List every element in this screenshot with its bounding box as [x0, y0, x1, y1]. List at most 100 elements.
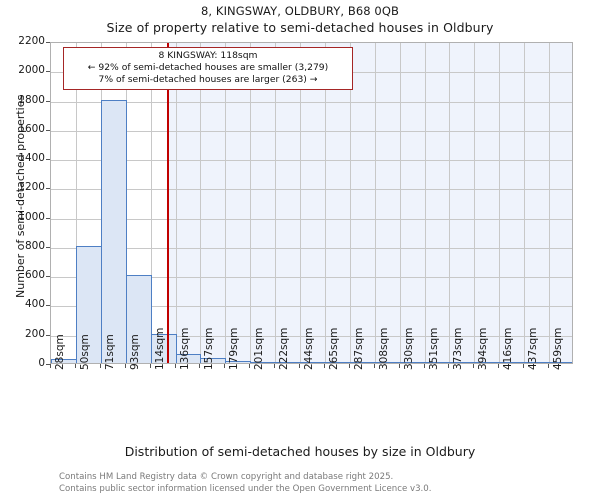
page-title: 8, KINGSWAY, OLDBURY, B68 0QB — [201, 4, 399, 18]
x-axis-tick-label: 244sqm — [303, 327, 316, 370]
gridline — [400, 43, 401, 363]
annotation-line-3: 7% of semi-detached houses are larger (2… — [98, 73, 318, 85]
y-axis-tick-label: 0 — [38, 357, 45, 369]
histogram-bar — [126, 275, 152, 363]
gridline — [51, 130, 572, 132]
annotation-line-1: 8 KINGSWAY: 118sqm — [158, 50, 258, 61]
y-axis-tick-mark — [46, 188, 50, 190]
x-axis-tick-label: 93sqm — [128, 334, 141, 370]
gridline — [151, 43, 152, 363]
gridline — [51, 160, 572, 162]
y-axis-tick-label: 800 — [24, 239, 45, 252]
gridline — [176, 43, 177, 363]
y-axis-tick-mark — [46, 305, 50, 307]
attribution-footer: Contains HM Land Registry data © Crown c… — [59, 472, 431, 495]
x-axis-tick-label: 459sqm — [552, 327, 565, 370]
x-axis-tick-mark — [249, 364, 251, 368]
gridline — [51, 218, 572, 220]
x-axis-tick-label: 50sqm — [78, 334, 91, 370]
x-axis-tick-label: 437sqm — [527, 327, 540, 370]
y-axis-tick-label: 1400 — [18, 152, 45, 165]
y-axis-tick-label: 600 — [24, 269, 45, 282]
y-axis-tick-mark — [46, 129, 50, 131]
y-axis-tick-mark — [46, 42, 50, 43]
gridline — [524, 43, 525, 363]
y-axis-tick-label: 1000 — [18, 210, 45, 223]
gridline — [51, 247, 572, 249]
gridline — [350, 43, 351, 363]
plot-area — [50, 42, 573, 364]
y-axis-tick-mark — [46, 364, 50, 365]
y-axis-tick-mark — [46, 71, 50, 73]
x-axis-tick-mark — [323, 364, 325, 368]
x-axis-tick-mark — [50, 364, 51, 368]
x-axis-tick-mark — [174, 364, 176, 368]
y-axis-label: Number of semi-detached properties — [14, 94, 27, 298]
y-axis-tick-label: 1800 — [18, 93, 45, 106]
x-axis-tick-label: 201sqm — [253, 327, 266, 370]
property-annotation-box: 8 KINGSWAY: 118sqm ← 92% of semi-detache… — [63, 47, 353, 90]
larger-region-shading — [167, 43, 572, 363]
y-axis-tick-mark — [46, 334, 50, 336]
x-axis-tick-mark — [523, 364, 525, 368]
y-axis-tick-mark — [46, 159, 50, 161]
y-axis-tick-label: 200 — [24, 327, 45, 340]
histogram-bar — [151, 333, 177, 363]
y-axis-tick-label: 2000 — [18, 64, 45, 77]
gridline — [51, 306, 572, 308]
x-axis-tick-mark — [548, 364, 550, 368]
gridline — [76, 43, 77, 363]
y-axis-tick-label: 1600 — [18, 122, 45, 135]
x-axis-tick-mark — [199, 364, 201, 368]
x-axis-tick-mark — [498, 364, 500, 368]
x-axis-tick-label: 416sqm — [502, 327, 515, 370]
gridline — [51, 101, 572, 103]
x-axis-tick-mark — [124, 364, 126, 368]
histogram-bar — [101, 99, 127, 363]
x-axis-tick-mark — [224, 364, 226, 368]
x-axis-tick-label: 157sqm — [203, 327, 216, 370]
chart-subtitle: Size of property relative to semi-detach… — [106, 20, 494, 35]
gridline — [51, 189, 572, 191]
x-axis-tick-mark — [149, 364, 151, 368]
gridline — [225, 43, 226, 363]
annotation-line-2: ← 92% of semi-detached houses are smalle… — [87, 61, 329, 73]
x-axis-tick-mark — [99, 364, 101, 368]
y-axis-tick-mark — [46, 217, 50, 219]
y-axis-tick-label: 400 — [24, 298, 45, 311]
gridline — [300, 43, 301, 363]
x-axis-label: Distribution of semi-detached houses by … — [124, 444, 476, 459]
gridline — [425, 43, 426, 363]
x-axis-tick-label: 308sqm — [377, 327, 390, 370]
x-axis-tick-label: 179sqm — [228, 327, 241, 370]
y-axis-tick-mark — [46, 100, 50, 102]
x-axis-tick-label: 330sqm — [402, 327, 415, 370]
x-axis-tick-mark — [473, 364, 475, 368]
x-axis-tick-label: 373sqm — [452, 327, 465, 370]
x-axis-tick-label: 28sqm — [54, 334, 66, 370]
gridline — [51, 335, 572, 337]
gridline — [51, 277, 572, 279]
gridline — [449, 43, 450, 363]
gridline — [375, 43, 376, 363]
gridline — [200, 43, 201, 363]
x-axis-tick-mark — [299, 364, 301, 368]
x-axis-tick-label: 136sqm — [178, 327, 191, 370]
gridline — [499, 43, 500, 363]
histogram-bar — [200, 357, 226, 363]
x-axis-tick-label: 114sqm — [153, 327, 166, 370]
x-axis-tick-mark — [373, 364, 375, 368]
x-axis-tick-mark — [74, 364, 76, 368]
y-axis-tick-mark — [46, 246, 50, 248]
x-axis-tick-label: 351sqm — [427, 327, 440, 370]
x-axis-tick-mark — [398, 364, 400, 368]
y-axis-tick-label: 1200 — [18, 181, 45, 194]
x-axis-tick-mark — [274, 364, 276, 368]
x-axis-tick-label: 394sqm — [477, 327, 490, 370]
x-axis-tick-mark — [348, 364, 350, 368]
x-axis-tick-label: 265sqm — [327, 327, 340, 370]
x-axis-tick-mark — [423, 364, 425, 368]
gridline — [325, 43, 326, 363]
gridline — [250, 43, 251, 363]
